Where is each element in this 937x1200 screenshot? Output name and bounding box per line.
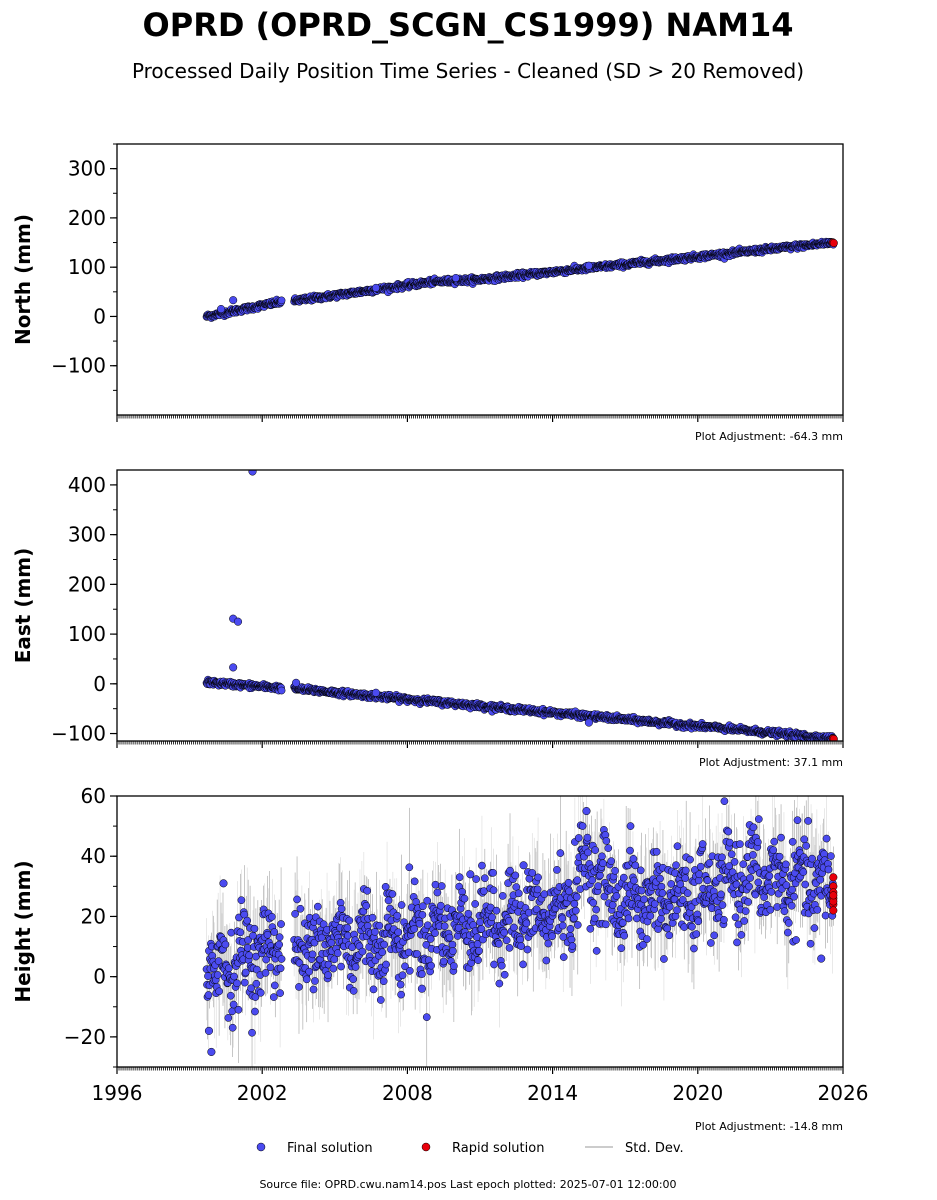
rapid-point	[829, 734, 838, 741]
final-solution-points	[202, 470, 838, 741]
final-outlier-point	[229, 663, 238, 672]
final-outlier-point	[584, 718, 593, 727]
y-tick-label: 200	[68, 206, 106, 230]
final-outlier-point	[292, 678, 301, 687]
plot-adjustment-note: Plot Adjustment: 37.1 mm	[699, 756, 843, 769]
y-tick-label: 100	[68, 622, 106, 646]
y-tick-label: 0	[93, 304, 106, 328]
panel-1: −100 0 100 200 300 North (mm) Plot Adjustment:…	[11, 143, 844, 443]
panel-data	[202, 796, 838, 1067]
rapid-solution-points	[828, 734, 838, 741]
rapid-point	[829, 238, 838, 248]
final-point	[277, 296, 286, 305]
axes-frame	[116, 469, 844, 742]
y-tick-label: −100	[51, 354, 106, 378]
y-tick-label: 0	[93, 672, 106, 696]
y-axis-label: North (mm)	[11, 214, 35, 345]
final-outlier-point	[233, 617, 243, 626]
panel-data	[202, 237, 838, 322]
final-outlier-point	[451, 273, 460, 283]
panel-2: −100 0 100 200 300 400 East (mm) Plot Adjustmen…	[11, 469, 844, 769]
final-point	[277, 686, 286, 695]
final-outlier-point	[371, 283, 380, 292]
y-axis-label: East (mm)	[11, 548, 35, 664]
y-tick-label: 300	[68, 523, 106, 547]
plot-adjustment-note: Plot Adjustment: -64.3 mm	[695, 430, 843, 443]
final-solution-points	[202, 237, 838, 322]
final-outlier-point	[217, 305, 226, 314]
y-tick-label: 100	[68, 255, 106, 279]
y-tick-label: 300	[68, 157, 106, 181]
rapid-solution-points	[828, 238, 838, 248]
final-outlier-point	[584, 261, 593, 270]
chart-title: OPRD (OPRD_SCGN_CS1999) NAM14	[143, 6, 794, 44]
y-tick-label: 200	[68, 572, 106, 596]
final-outlier-point	[248, 470, 257, 476]
chart-subtitle: Processed Daily Position Time Series - C…	[132, 59, 804, 83]
y-tick-label: 400	[68, 473, 106, 497]
y-tick-label: −100	[51, 722, 106, 746]
final-outlier-point	[371, 688, 380, 697]
panel-data	[202, 470, 838, 741]
final-outlier-point	[229, 296, 238, 305]
panels: −100 0 100 200 300 North (mm) Plot Adjustment:…	[11, 143, 868, 1133]
